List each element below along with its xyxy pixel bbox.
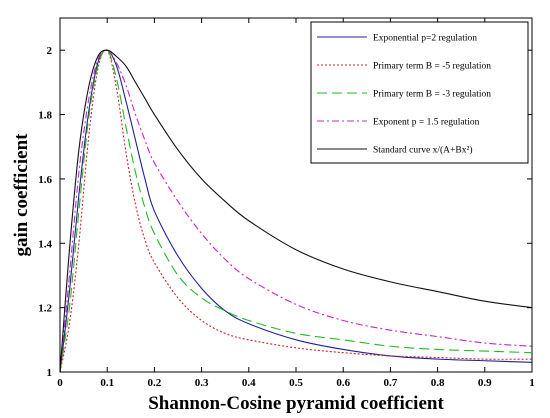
legend-label-5: Standard curve x/(A+Bx²) bbox=[373, 145, 473, 156]
series-line-4 bbox=[59, 49, 533, 373]
series-line-2 bbox=[59, 48, 533, 373]
x-tick-label: 1 bbox=[529, 377, 535, 389]
y-tick-label: 1 bbox=[47, 367, 53, 379]
y-tick-label: 1.2 bbox=[38, 303, 52, 315]
legend-label-3: Primary term B = -3 regulation bbox=[373, 90, 491, 100]
y-tick-label: 1.4 bbox=[38, 238, 52, 250]
x-tick-label: 0.3 bbox=[195, 377, 209, 389]
series-line-5 bbox=[59, 49, 533, 373]
legend-label-4: Exponent p = 1.5 regulation bbox=[373, 118, 480, 128]
legend-label-2: Primary term B = -5 regulation bbox=[373, 62, 491, 72]
x-tick-label: 0 bbox=[57, 377, 63, 389]
legend-label-1: Exponential p=2 regulation bbox=[373, 34, 477, 44]
x-tick-label: 0.2 bbox=[148, 377, 162, 389]
x-tick-label: 0.7 bbox=[384, 377, 398, 389]
series-line-1 bbox=[59, 49, 533, 373]
x-tick-label: 0.8 bbox=[431, 377, 445, 389]
y-axis-ticks: 1 1.2 1.4 1.6 1.8 2 bbox=[38, 45, 532, 379]
legend: Exponential p=2 regulation Primary term B… bbox=[310, 21, 529, 164]
x-tick-label: 0.6 bbox=[336, 377, 350, 389]
x-tick-label: 0.4 bbox=[242, 377, 256, 389]
x-axis-title: Shannon-Cosine pyramid coefficient bbox=[148, 393, 444, 414]
x-tick-label: 0.5 bbox=[289, 377, 303, 389]
y-axis-title: gain coefficient bbox=[11, 133, 32, 257]
x-tick-label: 0.1 bbox=[100, 377, 114, 389]
series-line-3 bbox=[59, 49, 533, 373]
x-tick-label: 0.9 bbox=[478, 377, 492, 389]
x-axis-ticks: 0 0.1 0.2 0.3 0.4 0.5 0.6 0.7 0.8 0.9 1 bbox=[57, 18, 535, 389]
y-tick-label: 2 bbox=[47, 45, 53, 57]
y-tick-label: 1.6 bbox=[38, 174, 52, 186]
y-tick-label: 1.8 bbox=[38, 110, 52, 122]
series-curves bbox=[59, 48, 533, 373]
